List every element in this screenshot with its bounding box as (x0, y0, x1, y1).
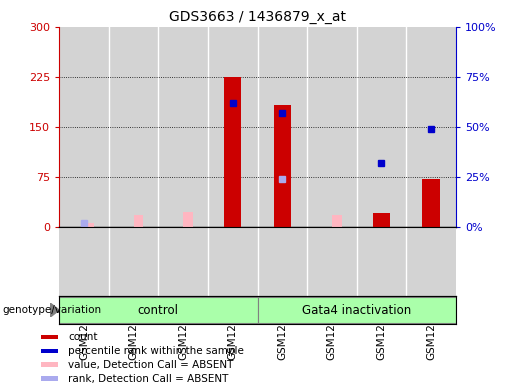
Bar (59, 27, 109, 227)
Bar (373, 213, 390, 227)
Bar (208, 27, 258, 227)
Bar (258, 297, 456, 323)
Bar (307, 27, 356, 227)
Bar (59, 297, 258, 323)
Text: control: control (138, 304, 179, 316)
Bar (258, 227, 307, 296)
Bar (356, 27, 406, 227)
Bar (183, 212, 193, 227)
Bar (422, 179, 440, 227)
Bar (406, 227, 456, 296)
Text: rank, Detection Call = ABSENT: rank, Detection Call = ABSENT (68, 374, 229, 384)
Bar (159, 227, 208, 296)
Bar (109, 27, 158, 227)
Bar (59, 227, 109, 296)
Text: percentile rank within the sample: percentile rank within the sample (68, 346, 244, 356)
Bar (208, 227, 258, 296)
Bar (258, 27, 307, 227)
Bar (356, 227, 406, 296)
Bar (273, 105, 291, 227)
Text: Gata4 inactivation: Gata4 inactivation (302, 304, 411, 316)
Bar (41, 349, 58, 353)
Bar (134, 215, 143, 227)
Bar (332, 215, 341, 227)
Bar (41, 334, 58, 339)
Title: GDS3663 / 1436879_x_at: GDS3663 / 1436879_x_at (169, 10, 346, 25)
Bar (41, 376, 58, 381)
Bar (109, 227, 159, 296)
Polygon shape (50, 303, 59, 317)
Bar (224, 78, 242, 227)
Text: genotype/variation: genotype/variation (3, 305, 101, 315)
Text: count: count (68, 332, 98, 342)
Bar (158, 27, 208, 227)
Bar (406, 27, 456, 227)
Bar (307, 227, 356, 296)
Text: value, Detection Call = ABSENT: value, Detection Call = ABSENT (68, 360, 234, 370)
Bar (84, 223, 94, 227)
Bar (41, 362, 58, 367)
